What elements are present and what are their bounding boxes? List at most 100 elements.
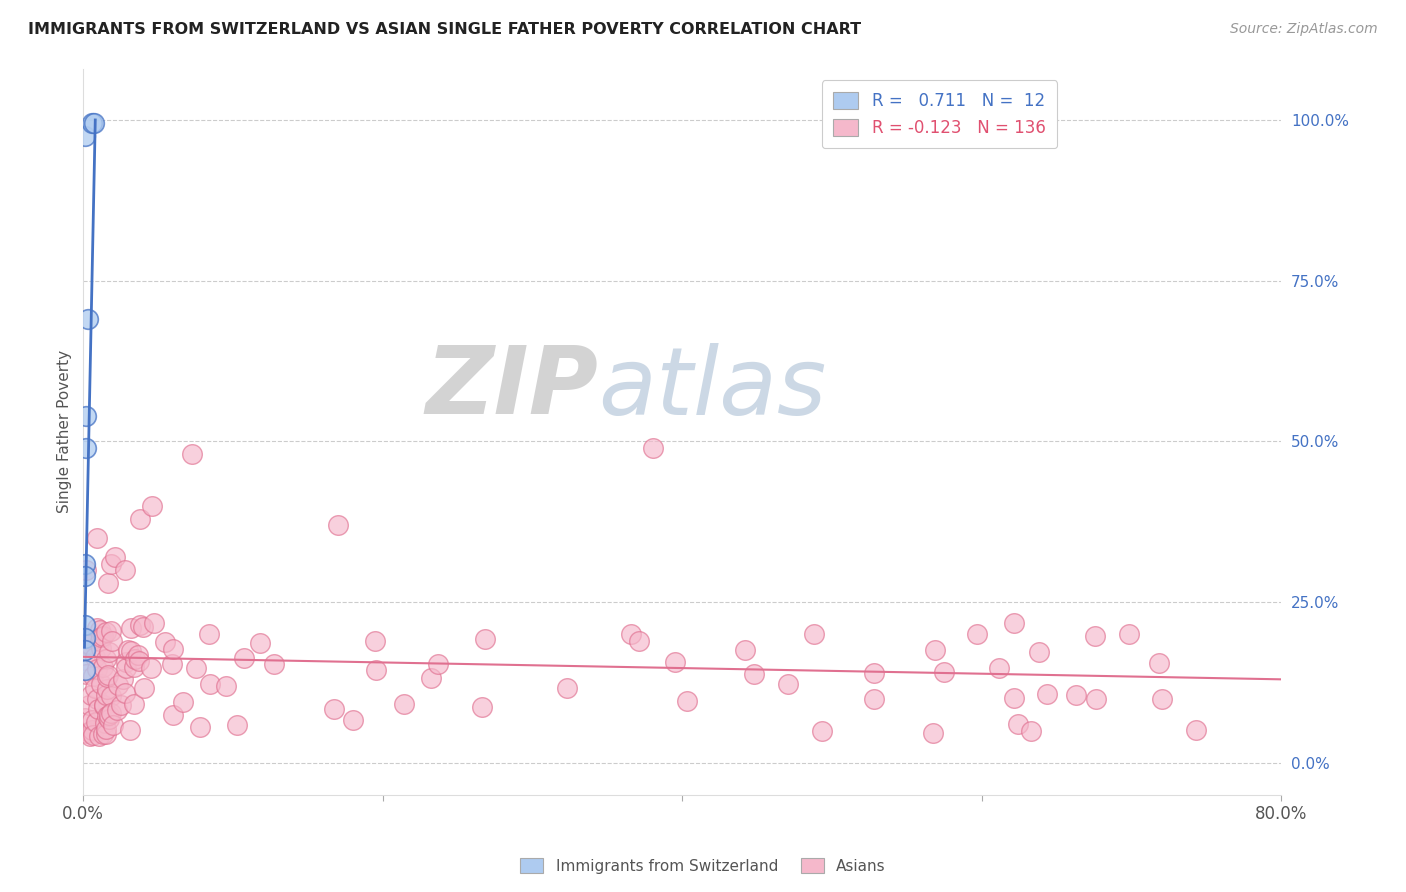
- Point: [110, 698, 132, 713]
- Point: [803, 626, 825, 640]
- Point: [141, 661, 163, 675]
- Point: [97, 575, 120, 590]
- Point: [1064, 689, 1087, 703]
- Point: [86, 531, 108, 545]
- Point: [76, 312, 98, 326]
- Point: [127, 648, 149, 662]
- Point: [75, 653, 97, 667]
- Point: [73, 663, 96, 677]
- Point: [96, 722, 118, 736]
- Point: [84, 681, 107, 695]
- Point: [124, 652, 146, 666]
- Point: [87, 702, 110, 716]
- Point: [1118, 627, 1140, 641]
- Point: [94, 727, 117, 741]
- Point: [75, 409, 97, 423]
- Point: [75, 441, 97, 455]
- Point: [1002, 691, 1025, 706]
- Point: [322, 702, 344, 716]
- Point: [180, 447, 202, 461]
- Point: [73, 129, 96, 144]
- Point: [87, 729, 110, 743]
- Point: [104, 550, 127, 565]
- Point: [96, 670, 118, 684]
- Point: [128, 511, 150, 525]
- Point: [93, 698, 115, 713]
- Point: [83, 116, 105, 130]
- Point: [988, 661, 1011, 675]
- Point: [96, 681, 118, 696]
- Point: [73, 557, 96, 571]
- Point: [75, 563, 97, 577]
- Point: [101, 718, 124, 732]
- Point: [117, 643, 139, 657]
- Point: [75, 637, 97, 651]
- Point: [73, 711, 96, 725]
- Text: atlas: atlas: [599, 343, 827, 434]
- Point: [664, 656, 686, 670]
- Point: [77, 725, 100, 739]
- Point: [1084, 629, 1107, 643]
- Point: [114, 563, 136, 577]
- Point: [112, 672, 135, 686]
- Point: [93, 727, 115, 741]
- Point: [924, 643, 946, 657]
- Point: [82, 713, 104, 727]
- Point: [97, 668, 120, 682]
- Point: [75, 666, 97, 681]
- Point: [627, 633, 650, 648]
- Point: [326, 518, 349, 533]
- Point: [73, 617, 96, 632]
- Point: [118, 723, 141, 737]
- Point: [86, 691, 108, 706]
- Point: [1004, 616, 1026, 631]
- Legend: R =   0.711   N =  12, R = -0.123   N = 136: R = 0.711 N = 12, R = -0.123 N = 136: [821, 80, 1057, 148]
- Point: [114, 686, 136, 700]
- Point: [162, 708, 184, 723]
- Point: [79, 729, 101, 743]
- Point: [89, 634, 111, 648]
- Point: [91, 659, 114, 673]
- Point: [226, 718, 249, 732]
- Point: [249, 635, 271, 649]
- Point: [1084, 692, 1107, 706]
- Point: [811, 723, 834, 738]
- Point: [474, 632, 496, 647]
- Point: [141, 499, 163, 513]
- Point: [1035, 687, 1057, 701]
- Text: Source: ZipAtlas.com: Source: ZipAtlas.com: [1230, 22, 1378, 37]
- Point: [364, 663, 387, 677]
- Point: [96, 709, 118, 723]
- Point: [922, 726, 945, 740]
- Point: [471, 700, 494, 714]
- Point: [120, 644, 142, 658]
- Point: [89, 623, 111, 637]
- Point: [188, 720, 211, 734]
- Point: [364, 634, 387, 648]
- Legend: Immigrants from Switzerland, Asians: Immigrants from Switzerland, Asians: [515, 852, 891, 880]
- Point: [100, 557, 122, 571]
- Point: [80, 689, 103, 703]
- Point: [134, 681, 156, 695]
- Point: [420, 671, 443, 685]
- Point: [98, 707, 121, 722]
- Point: [1019, 724, 1042, 739]
- Point: [98, 712, 121, 726]
- Point: [744, 667, 766, 681]
- Point: [101, 634, 124, 648]
- Point: [93, 629, 115, 643]
- Point: [77, 637, 100, 651]
- Point: [100, 624, 122, 638]
- Point: [94, 624, 117, 639]
- Point: [342, 714, 364, 728]
- Point: [122, 697, 145, 711]
- Point: [77, 698, 100, 712]
- Point: [94, 716, 117, 731]
- Point: [862, 665, 884, 680]
- Point: [641, 441, 664, 455]
- Point: [90, 677, 112, 691]
- Point: [90, 630, 112, 644]
- Point: [120, 621, 142, 635]
- Point: [84, 714, 107, 729]
- Point: [84, 649, 107, 664]
